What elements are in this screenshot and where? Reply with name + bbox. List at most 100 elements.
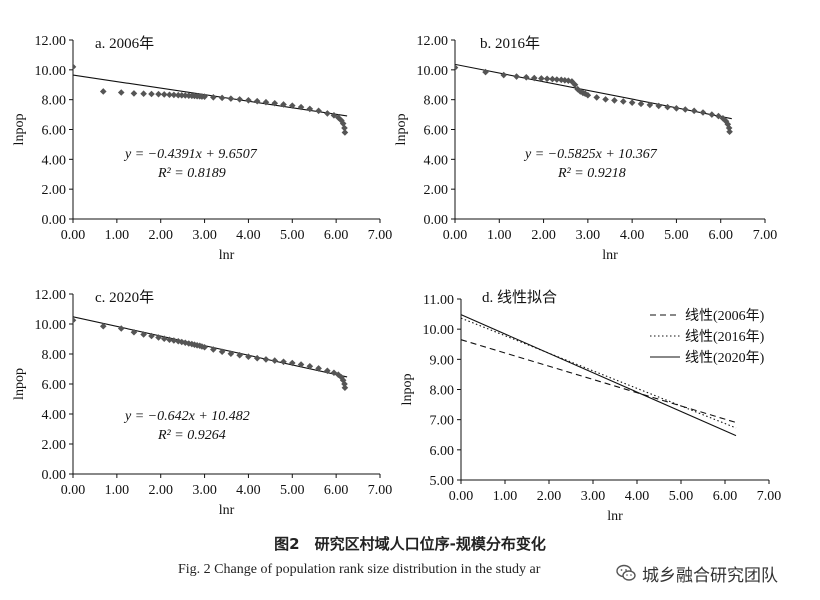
figure-caption-english: Fig. 2 Change of population rank size di… [178, 562, 541, 577]
data-point-marker [210, 93, 217, 101]
data-point-marker [166, 91, 173, 99]
data-point-marker [664, 103, 671, 111]
x-tick-label: 3.00 [576, 228, 601, 243]
x-axis-title: lnr [602, 248, 618, 263]
data-point-marker [341, 384, 349, 392]
data-point-marker [602, 96, 609, 103]
data-point-marker [73, 63, 77, 71]
data-point-marker [174, 91, 182, 99]
y-tick-label: 0.00 [42, 213, 67, 228]
data-point-marker [637, 100, 645, 108]
x-tick-label: 7.00 [757, 489, 782, 504]
x-tick-label: 2.00 [531, 228, 556, 243]
x-tick-label: 6.00 [324, 483, 349, 498]
x-tick-label: 4.00 [625, 489, 650, 504]
data-point-marker [726, 128, 733, 136]
y-tick-label: 12.00 [35, 34, 67, 49]
data-point-marker [160, 91, 168, 98]
x-tick-label: 3.00 [581, 489, 606, 504]
data-point-marker [513, 73, 520, 80]
data-point-marker [315, 107, 322, 115]
data-point-marker [482, 68, 489, 76]
data-point-marker [262, 98, 270, 106]
panel-title: d. 线性拟合 [482, 289, 557, 306]
data-point-marker [271, 99, 279, 107]
regression-line [73, 74, 348, 117]
x-tick-label: 0.00 [449, 489, 474, 504]
y-tick-label: 10.00 [35, 318, 67, 333]
data-point-marker [288, 102, 296, 109]
data-point-marker [341, 124, 348, 132]
plot-area [73, 63, 349, 136]
x-tick-label: 3.00 [192, 483, 217, 498]
data-point-marker [155, 334, 162, 341]
r-squared-label: R² = 0.9264 [157, 428, 226, 443]
data-point-marker [140, 331, 147, 338]
data-point-marker [201, 93, 208, 100]
data-point-marker [148, 332, 155, 340]
y-tick-label: 6.00 [42, 124, 67, 139]
fit-line-1 [460, 339, 737, 424]
data-point-marker [646, 101, 654, 109]
regression-line [455, 63, 732, 120]
x-axis-title: lnr [607, 509, 623, 524]
watermark: 城乡融合研究团队 [612, 560, 782, 586]
data-point-marker [306, 105, 314, 113]
data-point-marker [218, 348, 226, 356]
chart-panel-4: 0.00 1.00 2.00 3.00 4.00 5.00 6.00 7.00 5.00 6.00… [400, 289, 781, 524]
data-point-marker [324, 367, 331, 375]
data-point-marker [262, 356, 270, 363]
y-tick-label: 2.00 [42, 183, 67, 198]
y-tick-label: 8.00 [42, 348, 67, 363]
y-tick-label: 8.00 [42, 94, 67, 109]
data-point-marker [549, 75, 556, 83]
x-tick-label: 4.00 [236, 483, 261, 498]
y-tick-label: 2.00 [424, 183, 449, 198]
data-point-marker [280, 101, 287, 108]
data-point-marker [628, 99, 636, 106]
data-point-marker [236, 96, 243, 103]
x-tick-label: 5.00 [669, 489, 694, 504]
data-point-marker [708, 111, 716, 118]
x-tick-label: 1.00 [487, 228, 512, 243]
y-axis-title: lnpop [400, 374, 415, 406]
y-tick-label: 12.00 [35, 288, 67, 303]
data-point-marker [338, 373, 345, 381]
data-point-marker [140, 90, 147, 97]
data-point-marker [201, 343, 208, 351]
data-point-marker [236, 351, 243, 359]
data-point-marker [218, 94, 226, 102]
fit-line-2 [460, 317, 737, 429]
chart-panel-3: 0.00 1.00 2.00 3.00 4.00 5.00 6.00 7.00 0.00 2.00… [12, 288, 392, 518]
data-point-marker [271, 357, 279, 364]
y-tick-label: 4.00 [42, 153, 67, 168]
data-point-marker [280, 358, 287, 366]
data-point-marker [543, 75, 551, 83]
data-point-marker [210, 346, 217, 353]
data-point-marker [611, 97, 618, 104]
data-point-marker [523, 73, 530, 81]
data-point-marker [338, 117, 345, 124]
data-point-marker [99, 322, 107, 330]
y-tick-label: 8.00 [424, 94, 449, 109]
data-point-marker [553, 76, 561, 83]
x-tick-label: 1.00 [105, 483, 130, 498]
data-point-marker [253, 354, 261, 362]
data-point-marker [500, 71, 508, 79]
data-point-marker [593, 94, 601, 101]
data-point-marker [530, 74, 538, 82]
data-point-marker [170, 91, 178, 99]
data-point-marker [673, 105, 680, 112]
data-point-marker [99, 88, 107, 95]
data-point-marker [538, 75, 545, 82]
chart-panel-1: 0.00 1.00 2.00 3.00 4.00 5.00 6.00 7.00 0.00 2.00… [12, 34, 392, 263]
r-squared-label: R² = 0.8189 [157, 166, 226, 181]
watermark-text: 城乡融合研究团队 [642, 565, 778, 586]
data-point-marker [315, 365, 322, 372]
x-tick-label: 0.00 [443, 228, 468, 243]
x-axis-title: lnr [219, 248, 235, 263]
x-tick-label: 7.00 [753, 228, 778, 243]
r-squared-label: R² = 0.9218 [557, 166, 626, 181]
data-point-marker [341, 129, 349, 136]
